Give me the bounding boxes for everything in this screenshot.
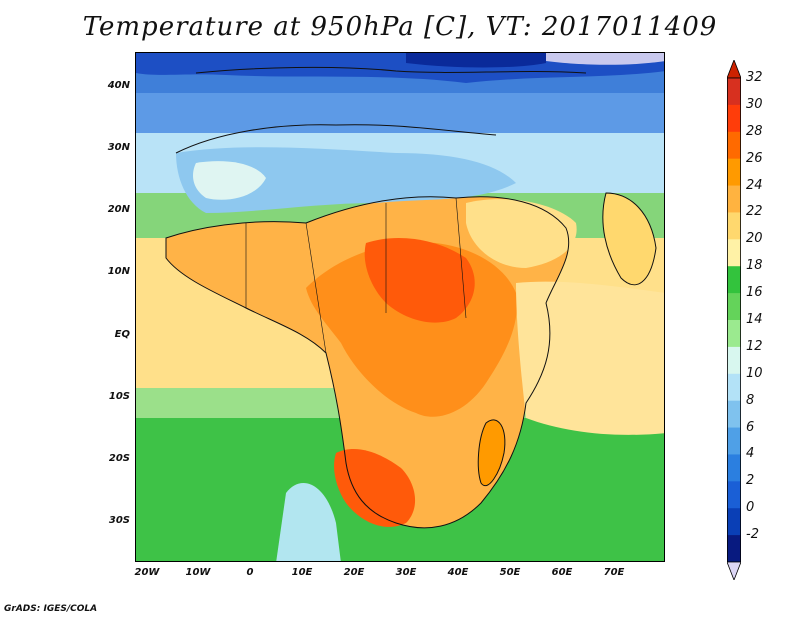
colorbar-label: 22 bbox=[746, 204, 763, 220]
lon-label: 70E bbox=[603, 567, 625, 578]
north-africa-coastline bbox=[175, 124, 497, 154]
colorbar-label: 2 bbox=[746, 473, 755, 489]
colorbar-label: 32 bbox=[746, 70, 763, 85]
colorbar-segment bbox=[727, 239, 741, 267]
lon-label: 10E bbox=[291, 567, 313, 578]
lon-label: 50E bbox=[499, 567, 521, 578]
lat-label: 20S bbox=[108, 453, 130, 464]
temperature-map bbox=[135, 52, 665, 562]
africa-coastline bbox=[165, 196, 570, 529]
colorbar-segment bbox=[727, 400, 741, 429]
sahel-hot-core bbox=[364, 238, 475, 323]
colorbar-label: 24 bbox=[746, 177, 763, 193]
colorbar-segment bbox=[727, 293, 741, 321]
colorbar bbox=[727, 60, 741, 580]
colorbar-segment bbox=[727, 373, 741, 402]
lon-label: 10W bbox=[185, 567, 211, 578]
colorbar-label: 6 bbox=[746, 419, 755, 435]
lon-label: 20E bbox=[343, 567, 365, 578]
lat-label: EQ bbox=[114, 329, 130, 340]
colorbar-label: 18 bbox=[746, 258, 763, 274]
country-borders bbox=[245, 197, 467, 354]
lavender-patch bbox=[546, 53, 664, 65]
colorbar-label: 4 bbox=[746, 446, 755, 462]
colorbar-segment bbox=[727, 346, 741, 375]
western-sahara-mild bbox=[193, 161, 266, 200]
southern-africa-hot bbox=[334, 448, 416, 527]
lon-label: 40E bbox=[447, 567, 469, 578]
chart-title: Temperature at 950hPa [C], VT: 201701140… bbox=[82, 12, 718, 42]
colorbar-segment bbox=[727, 158, 741, 187]
indian-ocean-warm bbox=[516, 281, 664, 435]
colorbar-label: 14 bbox=[746, 312, 763, 327]
colorbar-label: 0 bbox=[746, 500, 755, 516]
colorbar-bottom-arrow bbox=[727, 561, 741, 580]
lat-label: 20N bbox=[107, 204, 130, 215]
colorbar-segment bbox=[727, 427, 741, 455]
colorbar-segment bbox=[727, 185, 741, 213]
colorbar-segment bbox=[727, 131, 741, 160]
lat-label: 10S bbox=[108, 391, 130, 402]
map-canvas bbox=[136, 53, 664, 561]
colorbar-label: 28 bbox=[746, 123, 763, 139]
lat-label: 30N bbox=[107, 142, 130, 153]
coldest-patch bbox=[406, 53, 546, 68]
lat-label: 10N bbox=[107, 266, 130, 277]
colorbar-label: 16 bbox=[746, 285, 763, 301]
colorbar-top-arrow bbox=[727, 60, 741, 79]
benguela-cool-patch bbox=[276, 483, 341, 561]
colorbar-segment bbox=[727, 320, 741, 348]
colorbar-segment bbox=[727, 454, 741, 482]
colorbar-segment bbox=[727, 266, 741, 294]
europe-coastline bbox=[195, 66, 587, 74]
colorbar-segment bbox=[727, 481, 741, 509]
lon-label: 60E bbox=[551, 567, 573, 578]
arabia-warm bbox=[466, 199, 577, 268]
india-warm bbox=[602, 193, 656, 285]
mediterranean-cold-band bbox=[136, 93, 664, 133]
lon-label: 20W bbox=[134, 567, 160, 578]
madagascar-warm bbox=[478, 419, 505, 486]
lon-label: 30E bbox=[395, 567, 417, 578]
colorbar-label: 20 bbox=[746, 231, 763, 247]
colorbar-label: 30 bbox=[746, 96, 763, 112]
colorbar-segment bbox=[727, 78, 741, 106]
india-coastline bbox=[602, 192, 657, 286]
colorbar-segment bbox=[727, 104, 741, 133]
colorbar-label: 26 bbox=[746, 150, 763, 166]
colorbar-label: 10 bbox=[746, 365, 763, 381]
lat-label: 30S bbox=[108, 515, 130, 526]
colorbar-label: 8 bbox=[746, 392, 755, 408]
colorbar-label: 12 bbox=[746, 338, 763, 354]
colorbar-segment bbox=[727, 212, 741, 240]
footer-credit: GrADS: IGES/COLA bbox=[4, 604, 98, 614]
colorbar-segment bbox=[727, 535, 741, 563]
colorbar-label: -2 bbox=[746, 527, 759, 543]
madagascar-coastline bbox=[477, 419, 506, 486]
colorbar-segment bbox=[727, 508, 741, 536]
lat-label: 40N bbox=[107, 80, 130, 91]
lon-label: 0 bbox=[246, 567, 254, 578]
